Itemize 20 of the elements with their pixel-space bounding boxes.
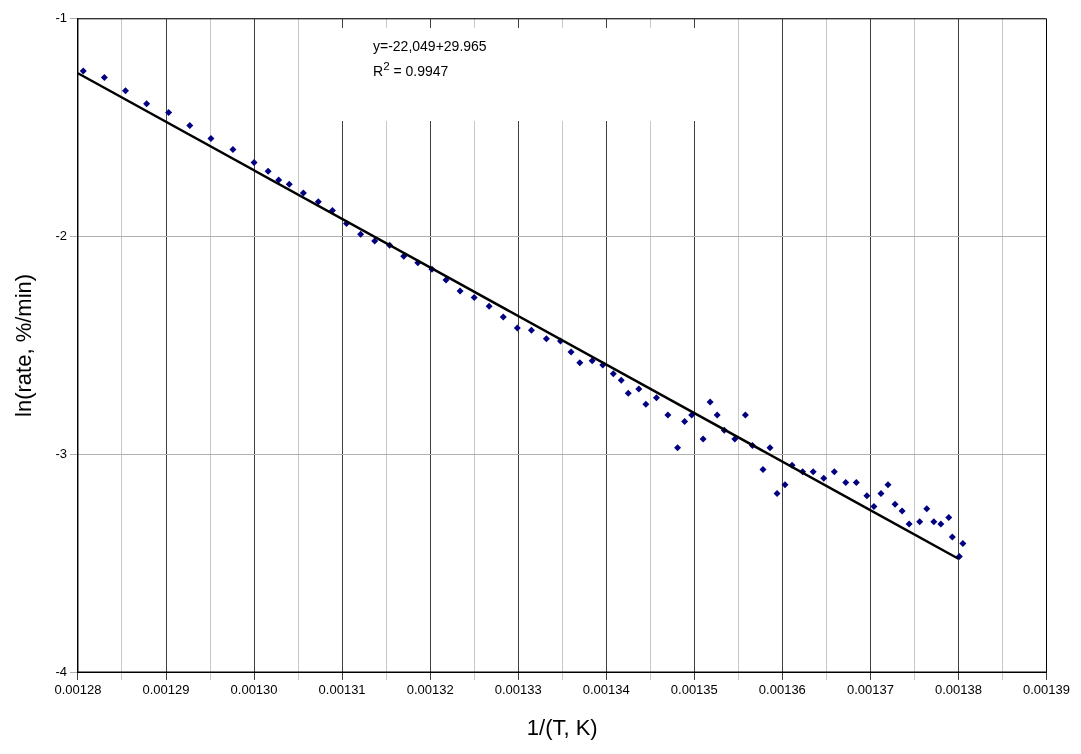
x-tick-label: 0.00137 [846, 682, 894, 698]
x-tick-label: 0.00134 [582, 682, 630, 698]
x-tick-label: 0.00129 [142, 682, 190, 698]
x-tick-label: 0.00139 [1023, 682, 1070, 698]
x-tick-label: 0.00131 [318, 682, 366, 698]
annotation: y=-22,049+29.965 [373, 37, 488, 56]
y-tick-label: -2 [55, 228, 67, 244]
x-tick-label: 0.00136 [758, 682, 806, 698]
y-axis-title: ln(rate, %/min) [11, 273, 37, 417]
y-tick-label: -4 [55, 663, 67, 679]
x-tick-label: 0.00132 [406, 682, 454, 698]
x-tick-label: 0.00138 [934, 682, 982, 698]
x-tick-label: 0.00135 [670, 682, 718, 698]
x-tick-label: 0.00130 [230, 682, 278, 698]
x-tick-label: 0.00128 [54, 682, 102, 698]
annotation: R$^{2}$ = 0.9947 [373, 58, 450, 81]
x-tick-label: 0.00133 [494, 682, 542, 698]
y-tick-label: -3 [55, 445, 67, 461]
y-tick-label: -1 [55, 10, 67, 26]
x-axis-title: 1/(T, K) [526, 714, 598, 740]
